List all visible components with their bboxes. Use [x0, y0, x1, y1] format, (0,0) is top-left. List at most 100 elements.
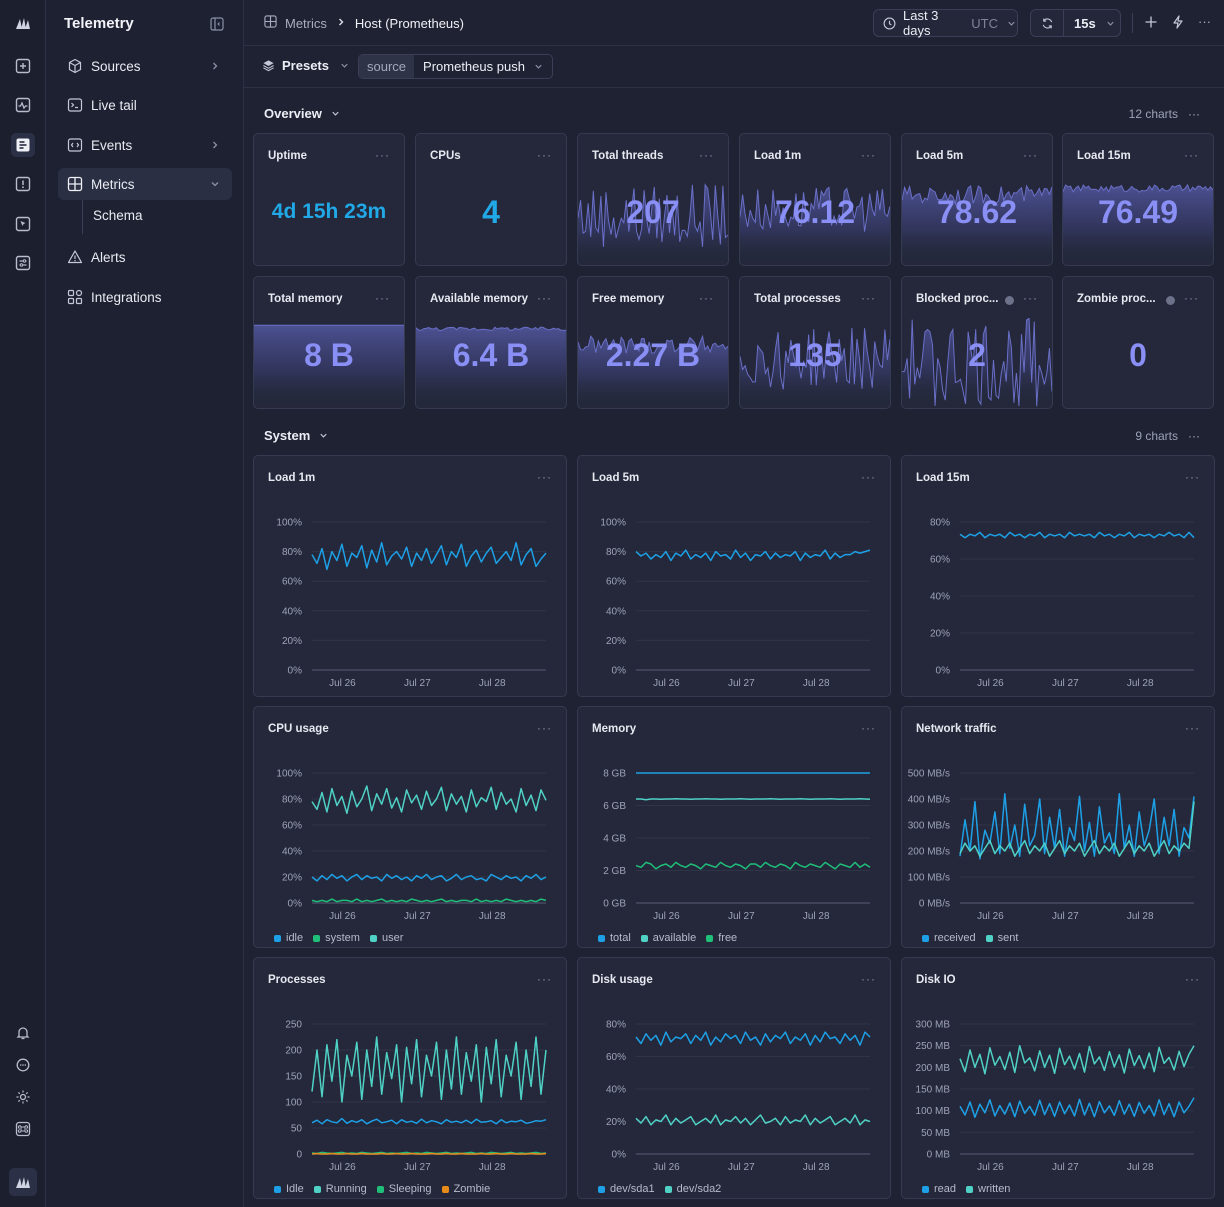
chart-card[interactable]: 8 GB 6 GB 4 GB 2 GB 0 GB Jul 26 Jul 27 Jul 28 Me…	[577, 706, 891, 948]
chart-card[interactable]: 100% 80% 60% 40% 20% 0% Jul 26 Jul 27 Jul 28 Load…	[577, 455, 891, 697]
stat-card[interactable]: Load 1m ··· 76.12	[739, 133, 891, 266]
stat-card[interactable]: Total threads ··· 207	[577, 133, 729, 266]
stat-card[interactable]: Available memory ··· 6.4 B	[415, 276, 567, 409]
stat-card[interactable]: Free memory ··· 2.27 B	[577, 276, 729, 409]
sun-icon[interactable]	[11, 1085, 35, 1109]
sidebar-item-live-tail[interactable]: Live tail	[58, 89, 232, 121]
issues-icon[interactable]	[11, 172, 35, 196]
legend-item[interactable]: sent	[985, 932, 1018, 944]
legend-item[interactable]: free	[706, 932, 737, 944]
legend-item[interactable]: system	[313, 932, 360, 944]
refresh-icon[interactable]	[1031, 10, 1064, 36]
card-menu-icon[interactable]: ···	[537, 291, 552, 305]
card-menu-icon[interactable]: ···	[1023, 291, 1038, 305]
card-menu-icon[interactable]: ···	[699, 291, 714, 305]
legend-item[interactable]: dev/sda2	[664, 1183, 721, 1195]
system-section-toggle[interactable]: System	[264, 428, 329, 443]
legend-item[interactable]: dev/sda1	[598, 1183, 655, 1195]
collapse-sidebar-icon[interactable]	[210, 17, 224, 31]
card-menu-icon[interactable]: ···	[537, 721, 552, 735]
stat-card[interactable]: Blocked proc... ··· 2	[901, 276, 1053, 409]
chart-card[interactable]: 80% 60% 40% 20% 0% Jul 26 Jul 27 Jul 28 Disk usa…	[577, 957, 891, 1199]
breadcrumb-metrics[interactable]: Metrics	[285, 15, 327, 31]
stat-card[interactable]: Load 15m ··· 76.49	[1062, 133, 1214, 266]
legend-item[interactable]: Idle	[274, 1183, 304, 1195]
card-menu-icon[interactable]: ···	[537, 148, 552, 162]
card-menu-icon[interactable]: ···	[1185, 972, 1200, 986]
line-chart: 100% 80% 60% 40% 20% 0% Jul 26 Jul 27 Jul 28	[276, 769, 547, 922]
sidebar-item-alerts[interactable]: Alerts	[58, 241, 232, 273]
time-range-picker[interactable]: Last 3 days UTC	[873, 8, 1018, 38]
card-menu-icon[interactable]: ···	[861, 470, 876, 484]
sidebar-item-events[interactable]: Events	[58, 129, 232, 161]
card-menu-icon[interactable]: ···	[375, 148, 390, 162]
lightning-icon[interactable]	[1171, 15, 1185, 29]
sidebar-item-sources[interactable]: Sources	[58, 50, 232, 82]
chart-card[interactable]: 250 200 150 100 50 0 Jul 26 Jul 27 Jul 28 Process…	[253, 957, 567, 1199]
chart-card[interactable]: 100% 80% 60% 40% 20% 0% Jul 26 Jul 27 Jul 28 CPU …	[253, 706, 567, 948]
card-menu-icon[interactable]: ···	[375, 291, 390, 305]
chart-card[interactable]: 300 MB 250 MB 200 MB 150 MB 100 MB 50 MB 0 MB J…	[901, 957, 1215, 1199]
logs-icon[interactable]	[11, 133, 35, 157]
sidebar-subitem-schema[interactable]: Schema	[93, 208, 143, 223]
y-tick-label: 0 MB	[927, 1150, 951, 1161]
card-menu-icon[interactable]: ···	[861, 721, 876, 735]
workspace-avatar[interactable]	[9, 1168, 37, 1196]
card-menu-icon[interactable]: ···	[1185, 470, 1200, 484]
sparkline-line	[578, 334, 728, 355]
stat-card[interactable]: Total processes ··· 135	[739, 276, 891, 409]
info-icon[interactable]	[1005, 296, 1014, 305]
legend-item[interactable]: idle	[274, 932, 303, 944]
chevron-down-icon	[1105, 18, 1116, 29]
chart-card[interactable]: 100% 80% 60% 40% 20% 0% Jul 26 Jul 27 Jul 28 Load…	[253, 455, 567, 697]
source-filter-key: source	[359, 55, 415, 78]
add-icon[interactable]	[1144, 15, 1158, 29]
stat-card[interactable]: Total memory ··· 8 B	[253, 276, 405, 409]
stat-card[interactable]: CPUs ··· 4	[415, 133, 567, 266]
legend-item[interactable]: Running	[313, 1183, 367, 1195]
card-menu-icon[interactable]: ···	[1184, 291, 1199, 305]
card-menu-icon[interactable]: ···	[861, 972, 876, 986]
chart-card[interactable]: 80% 60% 40% 20% 0% Jul 26 Jul 27 Jul 28 Load 15m…	[901, 455, 1215, 697]
sparkline-area	[902, 318, 1052, 408]
card-menu-icon[interactable]: ···	[699, 148, 714, 162]
presets-dropdown[interactable]: Presets	[262, 58, 350, 73]
stat-card[interactable]: Zombie proc... ··· 0	[1062, 276, 1214, 409]
card-menu-icon[interactable]: ···	[1023, 148, 1038, 162]
activity-icon[interactable]	[11, 93, 35, 117]
logo-icon[interactable]	[11, 11, 35, 35]
card-menu-icon[interactable]: ···	[1185, 721, 1200, 735]
legend-item[interactable]: total	[598, 932, 631, 944]
command-icon[interactable]	[11, 1117, 35, 1141]
card-menu-icon[interactable]: ···	[537, 972, 552, 986]
legend-item[interactable]: available	[640, 932, 696, 944]
stat-card[interactable]: Load 5m ··· 78.62	[901, 133, 1053, 266]
legend-item[interactable]: written	[966, 1183, 1010, 1195]
card-menu-icon[interactable]: ···	[1184, 148, 1199, 162]
card-menu-icon[interactable]: ···	[861, 148, 876, 162]
overview-section-toggle[interactable]: Overview	[264, 106, 341, 121]
more-icon[interactable]: ···	[1188, 429, 1200, 443]
cursor-icon[interactable]	[11, 212, 35, 236]
bell-icon[interactable]	[11, 1021, 35, 1045]
dashboard-add-icon[interactable]	[11, 54, 35, 78]
legend-item[interactable]: Zombie	[441, 1183, 490, 1195]
info-icon[interactable]	[1166, 296, 1175, 305]
legend-item[interactable]: Sleeping	[376, 1183, 432, 1195]
legend-item[interactable]: read	[922, 1183, 956, 1195]
sidebar-item-integrations[interactable]: Integrations	[58, 281, 232, 313]
sidebar-item-metrics[interactable]: Metrics	[58, 168, 232, 200]
legend-swatch	[313, 934, 321, 942]
source-filter[interactable]: source Prometheus push	[358, 54, 553, 79]
legend-item[interactable]: user	[369, 932, 403, 944]
stat-card[interactable]: Uptime ··· 4d 15h 23m	[253, 133, 405, 266]
more-icon[interactable]: ···	[1198, 14, 1211, 29]
settings-sliders-icon[interactable]	[11, 251, 35, 275]
legend-item[interactable]: received	[922, 932, 976, 944]
more-icon[interactable]: ···	[1188, 107, 1200, 121]
chat-icon[interactable]	[11, 1053, 35, 1077]
chart-card[interactable]: 500 MB/s 400 MB/s 300 MB/s 200 MB/s 100 MB/s…	[901, 706, 1215, 948]
refresh-control[interactable]: 15s	[1030, 9, 1121, 37]
card-menu-icon[interactable]: ···	[537, 470, 552, 484]
card-menu-icon[interactable]: ···	[861, 291, 876, 305]
